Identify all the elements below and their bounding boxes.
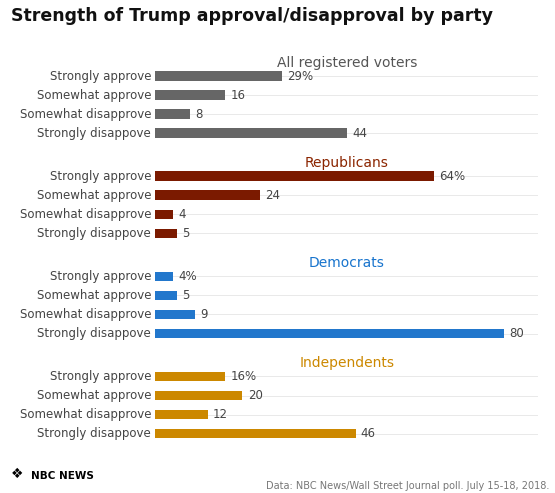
- Bar: [155, 190, 260, 200]
- Bar: [155, 229, 177, 238]
- Bar: [155, 391, 243, 400]
- Bar: [155, 410, 208, 420]
- Text: NBC NEWS: NBC NEWS: [31, 471, 93, 481]
- Text: All registered voters: All registered voters: [277, 56, 417, 70]
- Bar: [155, 90, 225, 100]
- Text: Strongly approve: Strongly approve: [49, 70, 151, 82]
- Bar: [155, 429, 356, 438]
- Bar: [155, 372, 225, 381]
- Text: 64%: 64%: [439, 170, 465, 183]
- Bar: [155, 290, 177, 300]
- Text: Republicans: Republicans: [305, 156, 389, 170]
- Text: 80: 80: [509, 327, 523, 340]
- Bar: [155, 172, 434, 181]
- Text: Somewhat disapprove: Somewhat disapprove: [19, 408, 151, 421]
- Bar: [155, 272, 173, 281]
- Text: 12: 12: [213, 408, 228, 421]
- Bar: [155, 329, 503, 338]
- Text: Strongly approve: Strongly approve: [49, 270, 151, 283]
- Text: ❖: ❖: [11, 467, 24, 481]
- Text: Strongly disappove: Strongly disappove: [37, 427, 151, 440]
- Bar: [155, 129, 347, 138]
- Text: 16: 16: [230, 89, 245, 102]
- Bar: [155, 71, 281, 81]
- Text: 5: 5: [183, 227, 190, 240]
- Bar: [155, 310, 195, 319]
- Text: Somewhat disapprove: Somewhat disapprove: [19, 107, 151, 121]
- Text: 24: 24: [265, 189, 280, 202]
- Text: Somewhat disapprove: Somewhat disapprove: [19, 308, 151, 321]
- Text: Strongly disappove: Strongly disappove: [37, 127, 151, 140]
- Text: 16%: 16%: [230, 370, 256, 383]
- Text: Somewhat disapprove: Somewhat disapprove: [19, 208, 151, 221]
- Bar: [155, 210, 173, 219]
- Text: Somewhat approve: Somewhat approve: [37, 389, 151, 402]
- Text: 29%: 29%: [287, 70, 313, 82]
- Text: 5: 5: [183, 289, 190, 302]
- Text: Independents: Independents: [299, 356, 395, 370]
- Text: Somewhat approve: Somewhat approve: [37, 289, 151, 302]
- Text: Data: NBC News/Wall Street Journal poll. July 15-18, 2018.: Data: NBC News/Wall Street Journal poll.…: [266, 481, 549, 491]
- Text: 46: 46: [361, 427, 376, 440]
- Text: Somewhat approve: Somewhat approve: [37, 189, 151, 202]
- Text: 44: 44: [352, 127, 367, 140]
- Text: 8: 8: [195, 107, 203, 121]
- Text: Strength of Trump approval/disapproval by party: Strength of Trump approval/disapproval b…: [11, 7, 493, 26]
- Text: Strongly disappove: Strongly disappove: [37, 227, 151, 240]
- Text: Somewhat approve: Somewhat approve: [37, 89, 151, 102]
- Text: 4%: 4%: [178, 270, 196, 283]
- Text: 20: 20: [248, 389, 263, 402]
- Text: 4: 4: [178, 208, 185, 221]
- Text: Strongly disappove: Strongly disappove: [37, 327, 151, 340]
- Text: Strongly approve: Strongly approve: [49, 370, 151, 383]
- Bar: [155, 109, 190, 119]
- Text: Democrats: Democrats: [309, 256, 385, 270]
- Text: Strongly approve: Strongly approve: [49, 170, 151, 183]
- Text: 9: 9: [200, 308, 207, 321]
